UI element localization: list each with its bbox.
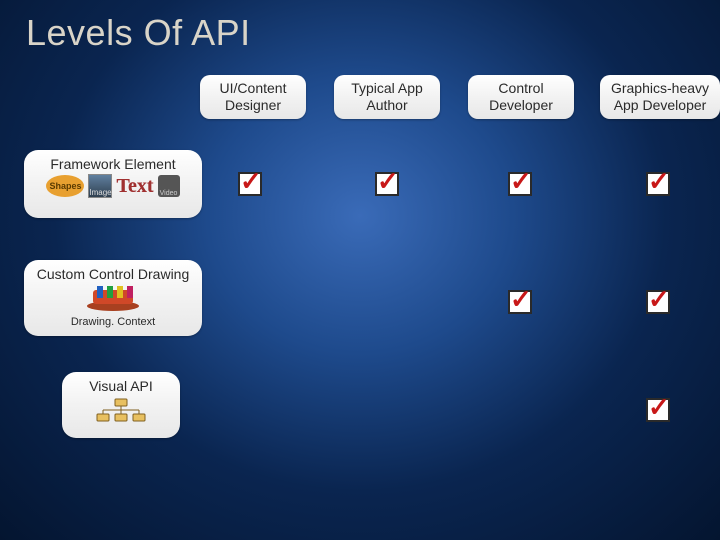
check-mark-icon: ✓ xyxy=(510,286,532,312)
column-header-0: UI/Content Designer xyxy=(200,75,306,119)
checkbox-r0-c3: ✓ xyxy=(646,172,670,196)
slide-title: Levels Of API xyxy=(0,0,720,54)
tree-icon xyxy=(93,398,149,424)
row-cell-1: Custom Control Drawing Drawing. Context xyxy=(24,260,202,336)
video-icon: Video xyxy=(158,175,180,197)
check-mark-icon: ✓ xyxy=(648,394,670,420)
row-cell-0: Framework Element ShapesImageTextVideo xyxy=(24,150,202,218)
column-header-3: Graphics-heavy App Developer xyxy=(600,75,720,119)
checkbox-r1-c3: ✓ xyxy=(646,290,670,314)
column-header-2: Control Developer xyxy=(468,75,574,119)
check-mark-icon: ✓ xyxy=(377,168,399,194)
check-mark-icon: ✓ xyxy=(648,286,670,312)
column-headers: UI/Content Designer Typical App Author Con… xyxy=(0,75,720,125)
check-mark-icon: ✓ xyxy=(510,168,532,194)
row-sublabel-1: Drawing. Context xyxy=(24,312,202,328)
column-header-1: Typical App Author xyxy=(334,75,440,119)
checkbox-r0-c2: ✓ xyxy=(508,172,532,196)
check-mark-icon: ✓ xyxy=(240,168,262,194)
row-cell-2: Visual API xyxy=(62,372,180,438)
check-mark-icon: ✓ xyxy=(648,168,670,194)
row-label-2: Visual API xyxy=(62,372,180,394)
text-icon: Text xyxy=(116,175,153,198)
shapes-icon: Shapes xyxy=(46,175,84,197)
image-icon: Image xyxy=(88,174,112,198)
row-label-0: Framework Element xyxy=(24,150,202,172)
crayons-icon xyxy=(83,284,143,312)
checkbox-r1-c2: ✓ xyxy=(508,290,532,314)
checkbox-r0-c0: ✓ xyxy=(238,172,262,196)
row-label-1: Custom Control Drawing xyxy=(24,260,202,282)
checkbox-r2-c3: ✓ xyxy=(646,398,670,422)
checkbox-r0-c1: ✓ xyxy=(375,172,399,196)
